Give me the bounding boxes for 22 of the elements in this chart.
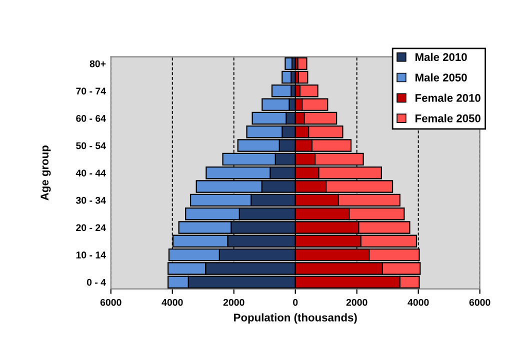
y-tick-label: 0 - 4 — [86, 278, 106, 286]
y-axis-title: Age group — [40, 146, 51, 200]
x-tick-label: 6000 — [469, 298, 490, 306]
x-tick-label: 0 — [293, 298, 298, 306]
x-tick-label: 6000 — [100, 298, 122, 306]
y-tick-label: 70 - 74 — [76, 88, 106, 95]
y-tick-label: 10 - 14 — [76, 252, 106, 258]
y-tick-label: 30 - 34 — [76, 196, 106, 204]
y-tick-label: 80+ — [90, 60, 106, 68]
x-tick-label: 2000 — [346, 298, 368, 306]
x-tick-label: 4000 — [408, 298, 429, 306]
legend-label: Female 2050 — [416, 114, 480, 122]
x-tick-label: 4000 — [162, 298, 183, 306]
legend-label: Male 2010 — [416, 52, 467, 62]
x-axis-title: Population (thousands) — [234, 313, 357, 324]
y-tick-label: 50 - 54 — [76, 142, 106, 150]
legend-label: Female 2010 — [416, 94, 480, 102]
y-tick-label: 60 - 64 — [76, 114, 106, 122]
legend-label: Male 2050 — [416, 73, 467, 82]
y-tick-label: 20 - 24 — [76, 224, 106, 232]
y-tick-label: 40 - 44 — [76, 170, 106, 176]
x-tick-label: 2000 — [223, 298, 244, 306]
